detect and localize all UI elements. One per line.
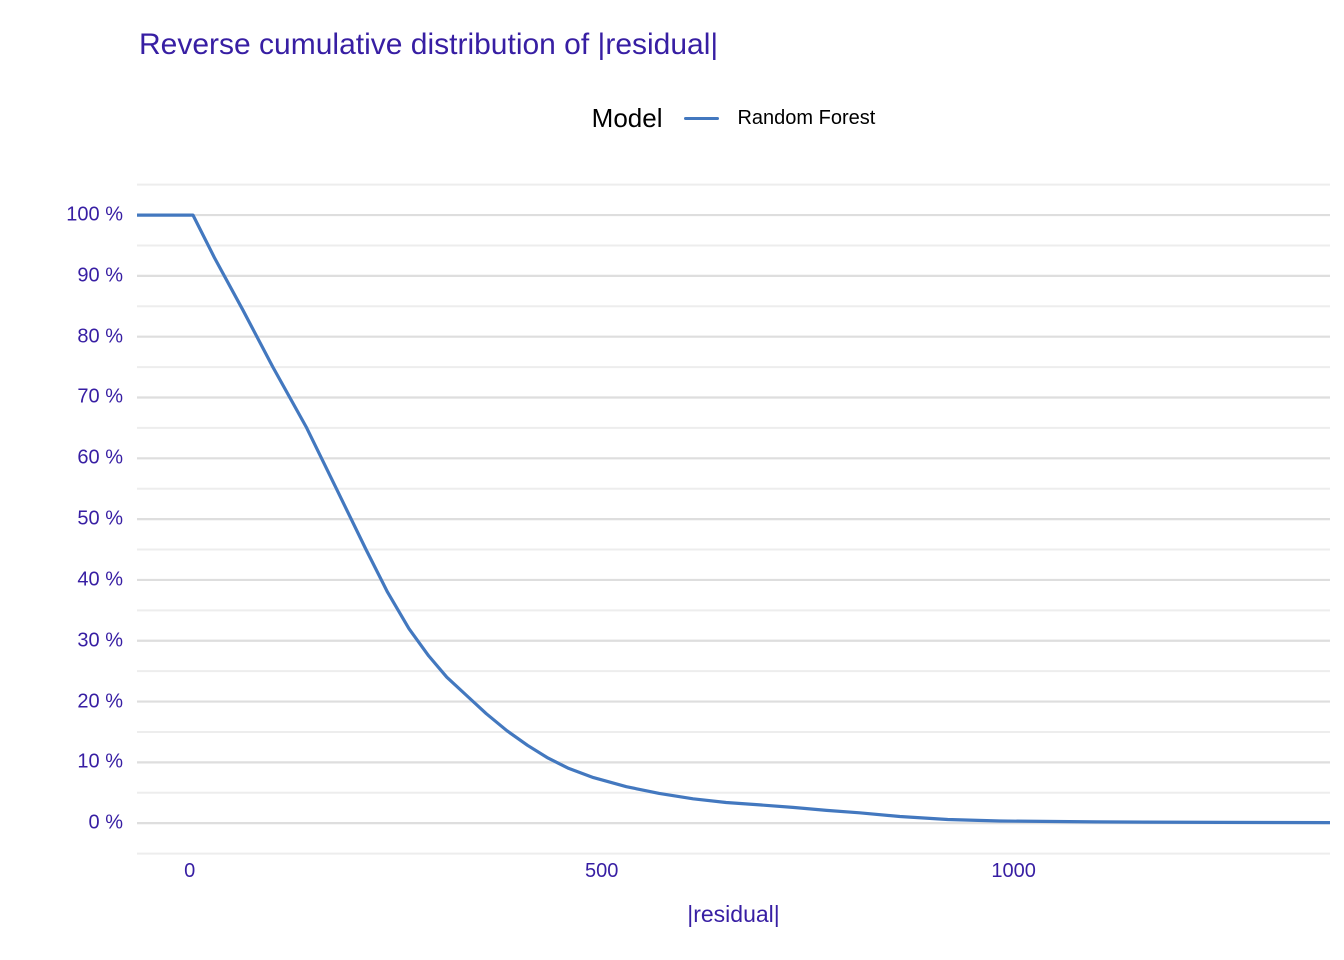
legend-title: Model: [591, 102, 663, 133]
y-tick-label: 90 %: [77, 264, 123, 287]
chart-title: Reverse cumulative distribution of |resi…: [139, 28, 719, 61]
y-tick-label: 0 %: [88, 811, 123, 834]
y-tick-label: 50 %: [77, 507, 123, 530]
x-axis-label: |residual|: [687, 901, 780, 927]
y-tick-label: 10 %: [77, 750, 123, 773]
legend: Model Random Forest: [137, 100, 1330, 136]
y-tick-label: 70 %: [77, 385, 123, 408]
y-tick-label: 100 %: [66, 203, 123, 226]
chart-canvas: [137, 183, 1330, 855]
y-tick-label: 40 %: [77, 568, 123, 591]
x-tick-label: 500: [584, 860, 619, 882]
y-tick-label: 30 %: [77, 629, 123, 652]
y-tick-label: 20 %: [77, 690, 123, 713]
y-tick-label: 80 %: [77, 325, 123, 348]
x-tick-label: 0: [184, 860, 196, 882]
x-tick-label: 1000: [991, 860, 1036, 882]
series-line-random-forest: [137, 213, 1330, 825]
legend-item-random-forest: Random Forest: [737, 106, 876, 129]
legend-line-swatch: [684, 116, 720, 120]
y-tick-label: 60 %: [77, 446, 123, 469]
